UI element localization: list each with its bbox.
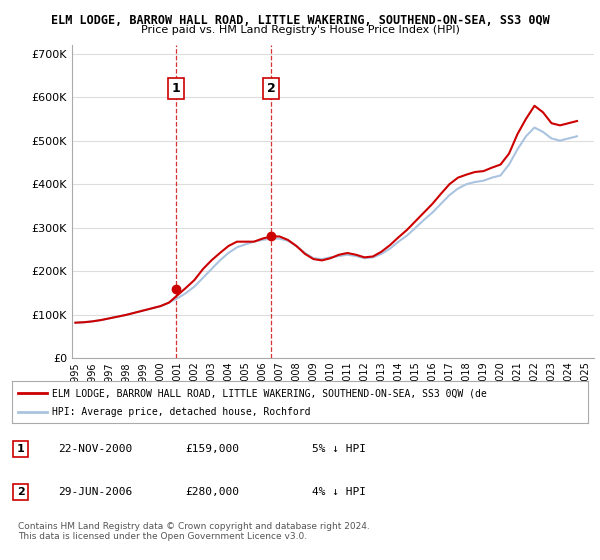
Text: 29-JUN-2006: 29-JUN-2006	[58, 487, 133, 497]
Text: £159,000: £159,000	[185, 444, 239, 454]
Text: 1: 1	[17, 444, 25, 454]
Text: 4% ↓ HPI: 4% ↓ HPI	[311, 487, 365, 497]
Text: £280,000: £280,000	[185, 487, 239, 497]
Text: Contains HM Land Registry data © Crown copyright and database right 2024.: Contains HM Land Registry data © Crown c…	[18, 522, 370, 531]
Text: 22-NOV-2000: 22-NOV-2000	[58, 444, 133, 454]
Text: ELM LODGE, BARROW HALL ROAD, LITTLE WAKERING, SOUTHEND-ON-SEA, SS3 0QW (de: ELM LODGE, BARROW HALL ROAD, LITTLE WAKE…	[52, 389, 487, 398]
Text: This data is licensed under the Open Government Licence v3.0.: This data is licensed under the Open Gov…	[18, 532, 307, 541]
Text: ELM LODGE, BARROW HALL ROAD, LITTLE WAKERING, SOUTHEND-ON-SEA, SS3 0QW: ELM LODGE, BARROW HALL ROAD, LITTLE WAKE…	[50, 14, 550, 27]
Text: 2: 2	[266, 82, 275, 95]
Text: HPI: Average price, detached house, Rochford: HPI: Average price, detached house, Roch…	[52, 407, 311, 417]
Text: 1: 1	[172, 82, 180, 95]
Text: 2: 2	[17, 487, 25, 497]
Text: Price paid vs. HM Land Registry's House Price Index (HPI): Price paid vs. HM Land Registry's House …	[140, 25, 460, 35]
Text: 5% ↓ HPI: 5% ↓ HPI	[311, 444, 365, 454]
